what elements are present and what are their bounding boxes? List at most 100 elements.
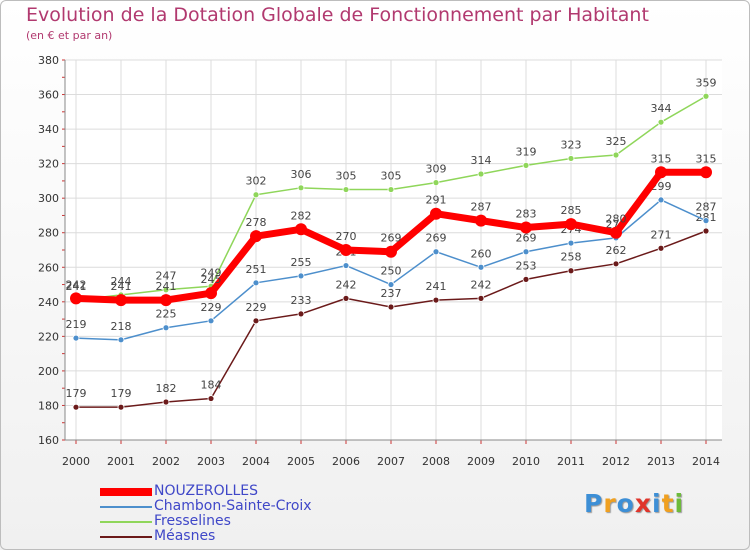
data-label-nouzerolles: 241 — [111, 280, 132, 293]
data-point-masnes — [522, 275, 530, 283]
data-label-chambonsaintecroix: 250 — [381, 265, 402, 278]
data-label-fresselines: 249 — [201, 266, 222, 279]
data-label-masnes: 179 — [111, 387, 132, 400]
data-label-fresselines: 323 — [561, 138, 582, 151]
y-tick-label: 380 — [38, 54, 59, 67]
y-tick-label: 220 — [38, 330, 59, 343]
data-label-chambonsaintecroix: 218 — [111, 320, 132, 333]
data-label-nouzerolles: 282 — [291, 209, 312, 222]
x-tick-label: 2005 — [287, 455, 315, 468]
data-point-nouzerolles — [160, 294, 172, 307]
x-tick-label: 2012 — [602, 455, 630, 468]
legend-swatch-measnes — [100, 535, 152, 538]
data-label-fresselines: 319 — [516, 145, 537, 158]
data-point-chambonsaintecroix — [477, 263, 485, 271]
data-point-chambonsaintecroix — [72, 334, 80, 342]
chart-subtitle: (en € et par an) — [26, 29, 113, 42]
data-label-nouzerolles: 285 — [561, 204, 582, 217]
y-tick-label: 280 — [38, 227, 59, 240]
data-label-masnes: 179 — [66, 387, 87, 400]
data-point-fresselines — [702, 92, 710, 100]
legend-item-chambon: Chambon-Sainte-Croix — [100, 499, 312, 514]
legend-label-nouzerolles: NOUZEROLLES — [154, 483, 259, 499]
data-point-nouzerolles — [565, 218, 577, 231]
data-label-chambonsaintecroix: 255 — [291, 256, 312, 269]
data-label-fresselines: 325 — [606, 135, 627, 148]
x-tick-label: 2003 — [197, 455, 225, 468]
data-label-nouzerolles: 291 — [426, 194, 447, 207]
data-label-chambonsaintecroix: 229 — [201, 301, 222, 314]
logo-letter: o — [616, 489, 635, 518]
y-tick-label: 360 — [38, 89, 59, 102]
legend-swatch-fresselines — [100, 520, 152, 523]
data-label-masnes: 229 — [246, 301, 267, 314]
data-point-chambonsaintecroix — [522, 248, 530, 256]
logo-letter: x — [634, 489, 652, 518]
y-tick-label: 340 — [38, 123, 59, 136]
x-tick-label: 2004 — [242, 455, 270, 468]
data-label-nouzerolles: 270 — [336, 230, 357, 243]
data-point-masnes — [297, 310, 305, 318]
x-tick-label: 2010 — [512, 455, 540, 468]
data-point-chambonsaintecroix — [207, 317, 215, 325]
data-label-chambonsaintecroix: 260 — [471, 247, 492, 260]
chart-title: Evolution de la Dotation Globale de Fonc… — [26, 4, 649, 26]
data-point-masnes — [612, 260, 620, 268]
data-point-masnes — [117, 403, 125, 411]
x-tick-label: 2002 — [152, 455, 180, 468]
data-label-masnes: 233 — [291, 294, 312, 307]
data-label-fresselines: 241 — [66, 280, 87, 293]
data-point-masnes — [702, 227, 710, 235]
data-point-masnes — [252, 317, 260, 325]
data-label-nouzerolles: 278 — [246, 216, 267, 229]
y-tick-label: 200 — [38, 365, 59, 378]
legend-label-fresselines: Fresselines — [154, 513, 231, 529]
logo-letter: i — [674, 489, 685, 518]
data-point-nouzerolles — [250, 230, 262, 243]
data-point-chambonsaintecroix — [342, 262, 350, 269]
data-point-nouzerolles — [115, 294, 127, 307]
data-label-nouzerolles: 241 — [156, 280, 177, 293]
data-label-fresselines: 305 — [336, 170, 357, 183]
data-point-fresselines — [567, 155, 575, 162]
data-point-nouzerolles — [340, 244, 352, 256]
data-point-nouzerolles — [700, 166, 712, 179]
data-label-fresselines: 309 — [426, 163, 447, 176]
data-point-nouzerolles — [70, 292, 82, 305]
data-label-fresselines: 302 — [246, 175, 267, 188]
data-point-fresselines — [342, 186, 350, 193]
data-point-chambonsaintecroix — [297, 272, 305, 280]
data-point-nouzerolles — [655, 166, 667, 179]
data-point-nouzerolles — [430, 207, 442, 220]
data-point-chambonsaintecroix — [702, 217, 710, 225]
data-label-fresselines: 305 — [381, 170, 402, 183]
legend-item-nouzerolles: NOUZEROLLES — [100, 484, 312, 499]
data-label-fresselines: 247 — [156, 270, 177, 283]
data-label-chambonsaintecroix: 269 — [426, 232, 447, 245]
data-label-nouzerolles: 245 — [201, 273, 222, 286]
data-point-nouzerolles — [475, 214, 487, 227]
data-point-fresselines — [522, 161, 530, 169]
data-point-masnes — [432, 296, 440, 304]
data-point-fresselines — [387, 186, 395, 193]
proxiti-logo: Proxiti — [584, 489, 684, 518]
logo-letter: r — [603, 489, 617, 518]
x-tick-label: 2001 — [107, 455, 135, 468]
y-tick-label: 260 — [38, 261, 59, 274]
data-label-masnes: 242 — [336, 278, 357, 291]
y-tick-label: 180 — [38, 399, 59, 412]
y-tick-label: 160 — [38, 434, 59, 447]
legend-label-measnes: Méasnes — [154, 528, 216, 544]
data-label-nouzerolles: 280 — [606, 213, 627, 226]
data-point-nouzerolles — [385, 245, 397, 258]
data-point-fresselines — [612, 151, 620, 159]
data-label-chambonsaintecroix: 225 — [156, 308, 177, 321]
data-point-masnes — [387, 303, 395, 311]
data-label-masnes: 253 — [516, 259, 537, 272]
data-point-chambonsaintecroix — [117, 336, 125, 344]
x-tick-label: 2011 — [557, 455, 585, 468]
data-point-fresselines — [432, 179, 440, 187]
data-point-masnes — [207, 395, 215, 402]
y-tick-label: 240 — [38, 296, 59, 309]
